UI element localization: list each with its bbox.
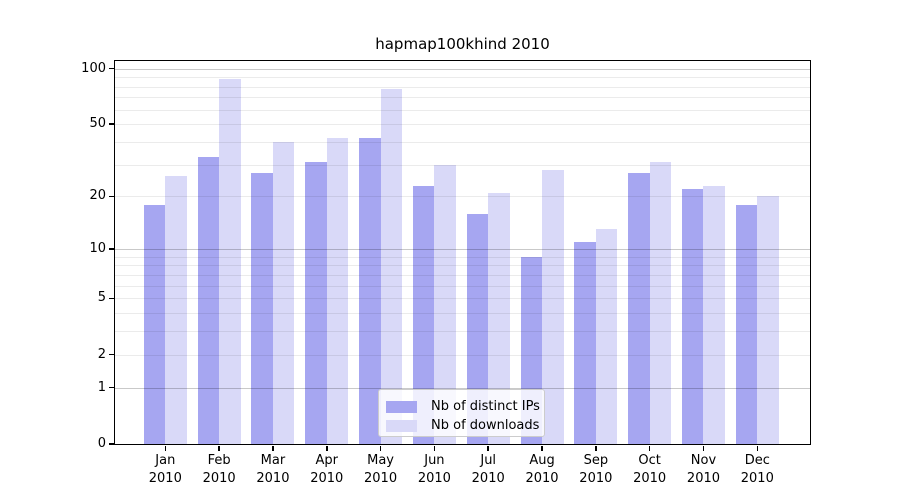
x-tick-year: 2010 bbox=[686, 470, 721, 486]
legend-swatch-distinct-ips bbox=[386, 400, 417, 413]
bar-downloads-feb bbox=[219, 78, 241, 444]
x-tick-year: 2010 bbox=[417, 470, 451, 486]
x-tick-year: 2010 bbox=[740, 470, 774, 486]
x-tick-mark bbox=[164, 445, 167, 451]
y-tick-mark bbox=[109, 248, 114, 250]
bar-distinct-ips-may bbox=[359, 138, 381, 444]
x-tick-year: 2010 bbox=[471, 470, 505, 486]
x-tick-month: Apr bbox=[315, 453, 339, 468]
x-tick-mark bbox=[541, 445, 543, 451]
bar-downloads-jun bbox=[434, 164, 456, 444]
x-tick-label: Dec 2010 bbox=[729, 452, 785, 487]
x-tick-mark bbox=[595, 445, 597, 451]
x-tick-label: Sep 2010 bbox=[568, 452, 624, 487]
bar-downloads-mar bbox=[272, 141, 295, 444]
legend-item-downloads: Nb of downloads bbox=[386, 419, 539, 432]
x-tick-label: Oct 2010 bbox=[622, 452, 678, 487]
x-tick-month: Aug bbox=[529, 453, 555, 468]
x-tick-mark bbox=[272, 445, 274, 451]
y-tick-label: 2 bbox=[97, 346, 106, 362]
bar-downloads-dec bbox=[757, 196, 779, 444]
x-tick-year: 2010 bbox=[202, 470, 236, 486]
y-tick-mark bbox=[109, 386, 114, 389]
x-tick-label: Aug 2010 bbox=[514, 452, 570, 487]
x-tick-label: Apr 2010 bbox=[299, 452, 355, 487]
x-tick-mark bbox=[379, 445, 382, 451]
x-tick-year: 2010 bbox=[310, 470, 344, 486]
x-tick-month: Jul bbox=[480, 453, 497, 468]
legend-label-distinct-ips: Nb of distinct IPs bbox=[431, 399, 540, 414]
y-tick-label: 20 bbox=[89, 188, 106, 204]
x-tick-month: May bbox=[367, 453, 394, 468]
y-tick-label: 100 bbox=[81, 60, 106, 76]
x-tick-label: Mar 2010 bbox=[245, 452, 301, 487]
x-tick-label: Jan 2010 bbox=[137, 452, 193, 487]
y-tick-mark bbox=[109, 353, 114, 356]
x-tick-mark bbox=[487, 445, 489, 451]
legend: Nb of distinct IPs Nb of downloads bbox=[378, 389, 545, 437]
x-tick-mark bbox=[326, 445, 328, 451]
x-tick-mark bbox=[218, 445, 220, 451]
x-tick-month: Sep bbox=[583, 453, 609, 468]
x-tick-year: 2010 bbox=[579, 470, 613, 486]
x-tick-year: 2010 bbox=[256, 470, 290, 486]
x-tick-mark bbox=[648, 445, 651, 451]
bar-downloads-sep bbox=[595, 229, 618, 444]
y-tick-mark bbox=[109, 195, 114, 198]
bar-downloads-apr bbox=[326, 138, 349, 444]
x-tick-year: 2010 bbox=[364, 470, 398, 486]
y-tick-mark bbox=[109, 297, 114, 300]
x-tick-month: Jun bbox=[424, 453, 445, 468]
x-tick-label: Jul 2010 bbox=[460, 452, 516, 487]
x-tick-label: May 2010 bbox=[353, 452, 409, 487]
y-tick-label: 10 bbox=[89, 240, 106, 256]
bar-distinct-ips-sep bbox=[574, 241, 596, 444]
y-tick-mark bbox=[109, 123, 114, 125]
x-tick-label: Jun 2010 bbox=[406, 452, 462, 487]
bar-downloads-may bbox=[380, 88, 403, 444]
y-tick-mark bbox=[109, 67, 114, 70]
legend-item-distinct-ips: Nb of distinct IPs bbox=[386, 400, 540, 413]
x-tick-label: Nov 2010 bbox=[675, 452, 731, 487]
x-tick-month: Dec bbox=[744, 453, 770, 468]
x-tick-mark bbox=[756, 445, 759, 451]
bar-distinct-ips-apr bbox=[305, 162, 327, 444]
y-tick-label: 0 bbox=[97, 436, 106, 451]
bar-distinct-ips-dec bbox=[735, 204, 758, 444]
bar-downloads-nov bbox=[703, 185, 725, 444]
x-tick-year: 2010 bbox=[148, 470, 182, 486]
x-tick-month: Nov bbox=[690, 453, 717, 468]
bar-downloads-jul bbox=[488, 192, 510, 444]
x-tick-year: 2010 bbox=[525, 470, 559, 486]
y-tick-label: 1 bbox=[97, 379, 106, 395]
x-tick-month: Oct bbox=[638, 453, 661, 468]
bar-distinct-ips-jan bbox=[143, 204, 166, 444]
bar-distinct-ips-oct bbox=[628, 173, 650, 444]
bar-distinct-ips-jun bbox=[412, 185, 435, 444]
x-tick-year: 2010 bbox=[633, 470, 667, 486]
x-tick-label: Feb 2010 bbox=[191, 452, 247, 487]
bar-distinct-ips-jul bbox=[466, 213, 489, 444]
bar-distinct-ips-nov bbox=[681, 189, 704, 444]
bar-distinct-ips-mar bbox=[251, 173, 273, 444]
bar-downloads-oct bbox=[649, 162, 672, 444]
x-tick-month: Mar bbox=[260, 453, 286, 468]
chart-title: hapmap100khind 2010 bbox=[375, 35, 550, 53]
x-tick-month: Jan bbox=[155, 453, 176, 468]
y-tick-label: 50 bbox=[89, 116, 106, 132]
bar-downloads-aug bbox=[542, 170, 564, 444]
x-tick-mark bbox=[702, 445, 705, 451]
y-tick-label: 5 bbox=[97, 290, 106, 306]
legend-swatch-downloads bbox=[386, 419, 417, 432]
x-tick-mark bbox=[433, 445, 436, 451]
legend-label-downloads: Nb of downloads bbox=[431, 418, 540, 433]
bar-distinct-ips-feb bbox=[197, 157, 220, 444]
bar-downloads-jan bbox=[165, 175, 187, 444]
y-tick-mark bbox=[109, 443, 114, 445]
x-tick-month: Feb bbox=[207, 453, 231, 468]
